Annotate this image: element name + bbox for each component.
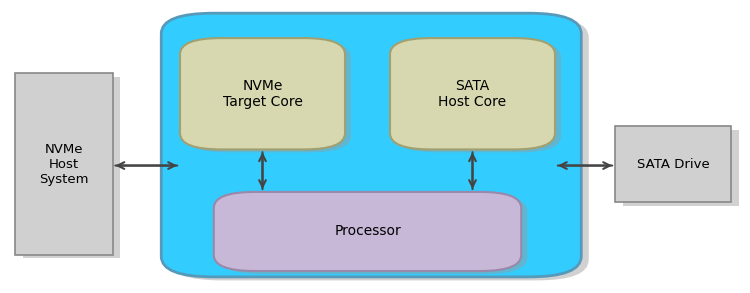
FancyBboxPatch shape [180,38,345,149]
FancyBboxPatch shape [186,41,351,152]
FancyBboxPatch shape [214,192,521,271]
Bar [15,73,112,255]
Text: SATA
Host Core: SATA Host Core [439,79,506,109]
Text: Processor: Processor [334,224,400,239]
Text: SATA Drive: SATA Drive [637,158,710,171]
Bar [22,77,120,258]
FancyBboxPatch shape [396,41,561,152]
FancyBboxPatch shape [161,13,581,277]
FancyBboxPatch shape [390,38,555,149]
FancyBboxPatch shape [220,195,527,274]
Text: NVMe
Host
System: NVMe Host System [39,143,88,185]
Bar [622,130,739,206]
Text: NVMe
Target Core: NVMe Target Core [223,79,302,109]
Bar [615,126,731,202]
FancyBboxPatch shape [169,17,589,280]
